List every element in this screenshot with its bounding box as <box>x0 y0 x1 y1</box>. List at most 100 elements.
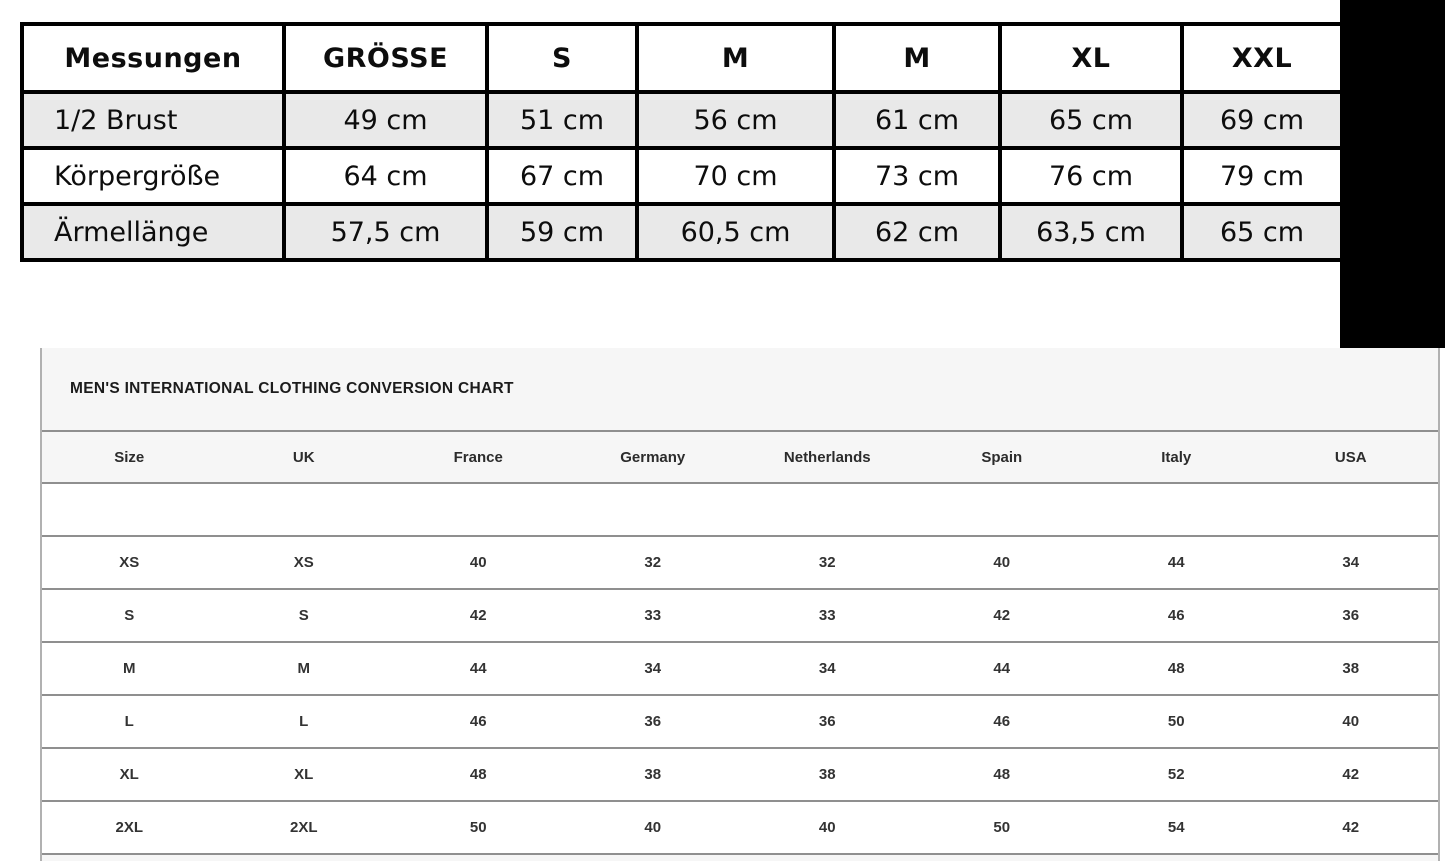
conversion-cell: L <box>42 695 217 749</box>
conversion-column-uk: UK <box>216 430 391 484</box>
measurement-value-cell: 79 cm <box>1180 146 1344 206</box>
measurement-value-cell: 59 cm <box>485 202 639 262</box>
conversion-column-usa: USA <box>1263 430 1438 484</box>
conversion-cell: 46 <box>1089 589 1264 643</box>
conversion-cell: S <box>42 589 217 643</box>
black-redaction-bar <box>1340 0 1445 348</box>
conversion-cell: 38 <box>565 748 740 802</box>
conversion-panel: MEN'S INTERNATIONAL CLOTHING CONVERSION … <box>40 348 1440 861</box>
conversion-column-netherlands: Netherlands <box>740 430 915 484</box>
measurement-value-cell: 65 cm <box>998 90 1184 150</box>
conversion-cell: XS <box>216 536 391 590</box>
conversion-cell: 33 <box>740 589 915 643</box>
measurement-table: Messungen GRÖSSE S M M XL XXL 1/2 Brust … <box>20 22 1344 262</box>
conversion-cell: 40 <box>391 536 566 590</box>
conversion-cell: 36 <box>740 695 915 749</box>
measurement-value-cell: 56 cm <box>635 90 836 150</box>
measurement-value-cell: 67 cm <box>485 146 639 206</box>
conversion-column-italy: Italy <box>1089 430 1264 484</box>
measurement-value-cell: 73 cm <box>832 146 1002 206</box>
measurement-value-cell: 76 cm <box>998 146 1184 206</box>
conversion-cell: 42 <box>1263 748 1438 802</box>
measurement-header-m1: M <box>635 22 836 94</box>
measurement-value-cell: 60,5 cm <box>635 202 836 262</box>
conversion-cell: 32 <box>565 536 740 590</box>
conversion-cell: 40 <box>565 801 740 855</box>
conversion-cell: 46 <box>914 695 1089 749</box>
conversion-empty-spacer-row <box>42 483 1438 537</box>
conversion-cell: 48 <box>1089 642 1264 696</box>
conversion-chart-title: MEN'S INTERNATIONAL CLOTHING CONVERSION … <box>70 380 514 397</box>
conversion-row-xl: XL XL 48 38 38 48 52 42 <box>42 748 1438 802</box>
conversion-cell: 48 <box>391 748 566 802</box>
conversion-cell: 40 <box>914 536 1089 590</box>
conversion-cell: 52 <box>1089 748 1264 802</box>
empty-row-cell <box>42 483 1438 537</box>
measurement-row-label: 1/2 Brust <box>20 90 286 150</box>
conversion-table: Size UK France Germany Netherlands Spain… <box>42 430 1438 855</box>
conversion-cell: 44 <box>1089 536 1264 590</box>
conversion-cell: 50 <box>914 801 1089 855</box>
conversion-cell: 33 <box>565 589 740 643</box>
measurement-row-label: Ärmellänge <box>20 202 286 262</box>
conversion-cell: 2XL <box>216 801 391 855</box>
measurement-value-cell: 64 cm <box>282 146 489 206</box>
conversion-cell: 50 <box>391 801 566 855</box>
measurement-value-cell: 69 cm <box>1180 90 1344 150</box>
conversion-cell: S <box>216 589 391 643</box>
conversion-cell: XS <box>42 536 217 590</box>
conversion-column-spain: Spain <box>914 430 1089 484</box>
conversion-column-france: France <box>391 430 566 484</box>
conversion-cell: XL <box>42 748 217 802</box>
conversion-cell: XL <box>216 748 391 802</box>
conversion-cell: 2XL <box>42 801 217 855</box>
conversion-header-row: Size UK France Germany Netherlands Spain… <box>42 430 1438 484</box>
measurement-header-groesse: GRÖSSE <box>282 22 489 94</box>
measurement-header-messungen: Messungen <box>20 22 286 94</box>
conversion-cell: 42 <box>914 589 1089 643</box>
conversion-cell: 32 <box>740 536 915 590</box>
measurement-value-cell: 65 cm <box>1180 202 1344 262</box>
conversion-cell: 38 <box>1263 642 1438 696</box>
conversion-cell: 36 <box>565 695 740 749</box>
conversion-row-m: M M 44 34 34 44 48 38 <box>42 642 1438 696</box>
measurement-value-cell: 63,5 cm <box>998 202 1184 262</box>
conversion-cell: 34 <box>740 642 915 696</box>
conversion-cell: 38 <box>740 748 915 802</box>
measurement-value-cell: 49 cm <box>282 90 489 150</box>
conversion-cell: M <box>216 642 391 696</box>
conversion-cell: 34 <box>565 642 740 696</box>
conversion-cell: 34 <box>1263 536 1438 590</box>
measurement-header-xl: XL <box>998 22 1184 94</box>
measurement-value-cell: 62 cm <box>832 202 1002 262</box>
conversion-column-germany: Germany <box>565 430 740 484</box>
measurement-row-label: Körpergröße <box>20 146 286 206</box>
measurement-value-cell: 70 cm <box>635 146 836 206</box>
conversion-cell: 44 <box>914 642 1089 696</box>
measurement-value-cell: 61 cm <box>832 90 1002 150</box>
measurement-header-row: Messungen GRÖSSE S M M XL XXL <box>20 22 1344 94</box>
conversion-cell: 40 <box>1263 695 1438 749</box>
conversion-cell: 54 <box>1089 801 1264 855</box>
conversion-column-size: Size <box>42 430 217 484</box>
conversion-cell: 50 <box>1089 695 1264 749</box>
conversion-cell: L <box>216 695 391 749</box>
conversion-cell: 40 <box>740 801 915 855</box>
conversion-cell: M <box>42 642 217 696</box>
conversion-cell: 42 <box>391 589 566 643</box>
measurement-header-m2: M <box>832 22 1002 94</box>
measurement-row-sleeve-length: Ärmellänge 57,5 cm 59 cm 60,5 cm 62 cm 6… <box>20 202 1344 262</box>
conversion-cell: 44 <box>391 642 566 696</box>
measurement-header-s: S <box>485 22 639 94</box>
conversion-cell: 42 <box>1263 801 1438 855</box>
conversion-cell: 46 <box>391 695 566 749</box>
conversion-row-s: S S 42 33 33 42 46 36 <box>42 589 1438 643</box>
measurement-value-cell: 51 cm <box>485 90 639 150</box>
measurement-header-xxl: XXL <box>1180 22 1344 94</box>
conversion-row-2xl: 2XL 2XL 50 40 40 50 54 42 <box>42 801 1438 855</box>
measurement-row-body-length: Körpergröße 64 cm 67 cm 70 cm 73 cm 76 c… <box>20 146 1344 206</box>
conversion-cell: 48 <box>914 748 1089 802</box>
conversion-row-l: L L 46 36 36 46 50 40 <box>42 695 1438 749</box>
measurement-value-cell: 57,5 cm <box>282 202 489 262</box>
conversion-cell: 36 <box>1263 589 1438 643</box>
